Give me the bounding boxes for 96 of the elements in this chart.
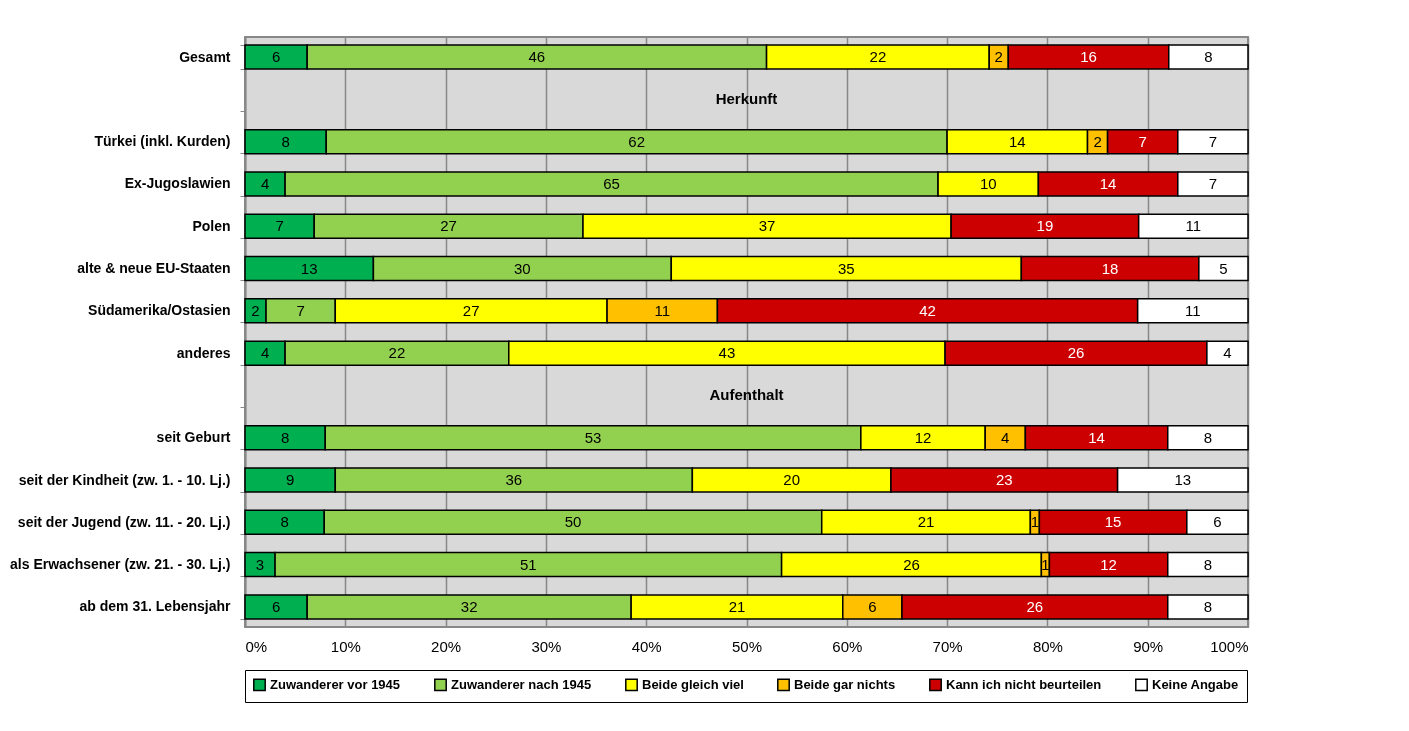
x-tick-label: 10% bbox=[330, 637, 361, 655]
data-label: 7 bbox=[1208, 132, 1218, 150]
y-tick-label: ab dem 31. Lebensjahr bbox=[79, 598, 232, 615]
data-label: 32 bbox=[460, 597, 478, 615]
x-tick-label: 80% bbox=[1032, 637, 1063, 655]
data-label: 19 bbox=[1036, 217, 1054, 235]
data-label: 4 bbox=[1001, 428, 1010, 446]
data-label: 3 bbox=[255, 555, 265, 573]
data-label: 8 bbox=[1203, 428, 1213, 446]
y-tick-label: Gesamt bbox=[179, 48, 231, 65]
data-label: 21 bbox=[728, 597, 746, 615]
x-tick-label: 70% bbox=[932, 637, 963, 655]
data-label: 6 bbox=[271, 48, 281, 66]
data-label: 18 bbox=[1101, 259, 1119, 277]
x-tick-label: 90% bbox=[1133, 637, 1164, 655]
data-label: 6 bbox=[1213, 513, 1222, 531]
data-label: 15 bbox=[1104, 513, 1122, 531]
data-label: 11 bbox=[654, 301, 671, 319]
data-label: 36 bbox=[505, 471, 523, 489]
data-label: 13 bbox=[300, 259, 318, 277]
annotation: Herkunft bbox=[715, 90, 778, 108]
data-label: 13 bbox=[1174, 471, 1192, 489]
y-tick-label: alte & neue EU-Staaten bbox=[77, 260, 231, 277]
data-label: 27 bbox=[462, 301, 480, 319]
x-tick-label: 20% bbox=[431, 637, 462, 655]
x-tick-label: 50% bbox=[731, 637, 763, 655]
data-label: 7 bbox=[275, 217, 284, 235]
data-label: 46 bbox=[528, 48, 546, 66]
x-tick-label: 30% bbox=[531, 637, 562, 655]
data-label: 53 bbox=[584, 428, 602, 446]
legend-label: Beide gleich viel bbox=[642, 676, 744, 692]
data-label: 4 bbox=[1223, 344, 1232, 362]
data-label: 7 bbox=[1138, 132, 1147, 150]
data-label: 7 bbox=[296, 301, 305, 319]
x-tick-label: 100% bbox=[1210, 637, 1249, 655]
y-tick-label: als Erwachsener (zw. 21. - 30. Lj.) bbox=[10, 556, 231, 573]
x-tick-label: 40% bbox=[631, 637, 662, 655]
data-label: 14 bbox=[1008, 132, 1026, 150]
data-label: 2 bbox=[1093, 132, 1102, 150]
data-label: 12 bbox=[914, 428, 932, 446]
y-tick-label: seit der Kindheit (zw. 1. - 10. Lj.) bbox=[18, 471, 231, 488]
x-tick-label: 0% bbox=[245, 637, 268, 655]
data-label: 9 bbox=[285, 471, 295, 489]
annotation: Aufenthalt bbox=[709, 386, 784, 404]
data-label: 22 bbox=[388, 344, 406, 362]
data-label: 8 bbox=[280, 428, 290, 446]
data-label: 7 bbox=[1208, 174, 1218, 192]
legend-label: Zuwanderer vor 1945 bbox=[270, 676, 401, 692]
data-label: 16 bbox=[1080, 48, 1097, 66]
data-label: 50 bbox=[564, 513, 582, 531]
y-tick-label: Südamerika/Ostasien bbox=[88, 302, 231, 319]
data-label: 14 bbox=[1099, 174, 1117, 192]
data-label: 14 bbox=[1088, 428, 1105, 446]
y-tick-label: Ex-Jugoslawien bbox=[124, 175, 231, 192]
legend-label: Zuwanderer nach 1945 bbox=[451, 676, 592, 692]
data-label: 26 bbox=[903, 555, 920, 573]
data-label: 27 bbox=[440, 217, 457, 235]
y-tick-label: Polen bbox=[192, 217, 231, 234]
data-label: 2 bbox=[251, 301, 260, 319]
data-label: 21 bbox=[917, 513, 935, 531]
data-label: 6 bbox=[271, 597, 281, 615]
x-tick-label: 60% bbox=[832, 637, 863, 655]
data-label: 8 bbox=[1204, 48, 1213, 66]
data-label: 8 bbox=[1203, 555, 1213, 573]
data-label: 2 bbox=[994, 48, 1003, 66]
data-label: 23 bbox=[995, 471, 1013, 489]
y-tick-label: seit Geburt bbox=[156, 429, 231, 446]
data-label: 65 bbox=[603, 174, 620, 192]
data-label: 11 bbox=[1185, 301, 1201, 319]
data-label: 5 bbox=[1219, 259, 1228, 277]
data-label: 37 bbox=[758, 217, 776, 235]
data-label: 20 bbox=[783, 471, 800, 489]
data-label: 8 bbox=[280, 513, 289, 531]
data-label: 30 bbox=[513, 259, 531, 277]
legend-label: Beide gar nichts bbox=[794, 676, 896, 692]
data-label: 4 bbox=[260, 344, 270, 362]
legend-label: Keine Angabe bbox=[1152, 676, 1239, 692]
data-label: 6 bbox=[868, 597, 877, 615]
y-tick-label: Türkei (inkl. Kurden) bbox=[94, 133, 231, 150]
data-label: 4 bbox=[260, 174, 270, 192]
data-label: 26 bbox=[1026, 597, 1044, 615]
data-label: 22 bbox=[869, 48, 887, 66]
y-tick-label: seit der Jugend (zw. 11. - 20. Lj.) bbox=[17, 513, 231, 530]
data-label: 43 bbox=[718, 344, 736, 362]
y-tick-label: anderes bbox=[176, 344, 231, 361]
data-label: 35 bbox=[837, 259, 855, 277]
data-label: 42 bbox=[919, 301, 936, 319]
data-label: 12 bbox=[1100, 555, 1117, 573]
data-label: 8 bbox=[1203, 597, 1213, 615]
data-label: 51 bbox=[520, 555, 537, 573]
data-label: 26 bbox=[1067, 344, 1085, 362]
legend-label: Kann ich nicht beurteilen bbox=[946, 676, 1102, 692]
data-label: 62 bbox=[628, 132, 646, 150]
data-label: 10 bbox=[979, 174, 997, 192]
data-label: 11 bbox=[1185, 217, 1202, 235]
data-label: 8 bbox=[281, 132, 290, 150]
